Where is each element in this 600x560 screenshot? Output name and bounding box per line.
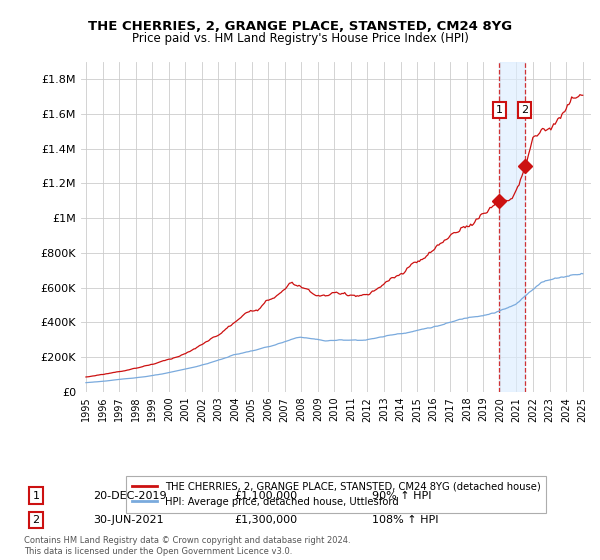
Bar (499, 62, 525, 392)
Legend: THE CHERRIES, 2, GRANGE PLACE, STANSTED, CM24 8YG (detached house), HPI: Average: THE CHERRIES, 2, GRANGE PLACE, STANSTED,… (125, 475, 547, 512)
Text: £1,300,000: £1,300,000 (234, 515, 297, 525)
Text: THE CHERRIES, 2, GRANGE PLACE, STANSTED, CM24 8YG: THE CHERRIES, 2, GRANGE PLACE, STANSTED,… (88, 20, 512, 32)
Text: 108% ↑ HPI: 108% ↑ HPI (372, 515, 439, 525)
Text: 1: 1 (496, 105, 503, 115)
Text: 90% ↑ HPI: 90% ↑ HPI (372, 491, 431, 501)
Text: Contains HM Land Registry data © Crown copyright and database right 2024.
This d: Contains HM Land Registry data © Crown c… (24, 536, 350, 556)
Text: 1: 1 (32, 491, 40, 501)
Text: 2: 2 (521, 105, 529, 115)
Text: £1,100,000: £1,100,000 (234, 491, 297, 501)
Text: 20-DEC-2019: 20-DEC-2019 (93, 491, 167, 501)
Text: 2: 2 (32, 515, 40, 525)
Text: 30-JUN-2021: 30-JUN-2021 (93, 515, 164, 525)
Text: Price paid vs. HM Land Registry's House Price Index (HPI): Price paid vs. HM Land Registry's House … (131, 32, 469, 45)
